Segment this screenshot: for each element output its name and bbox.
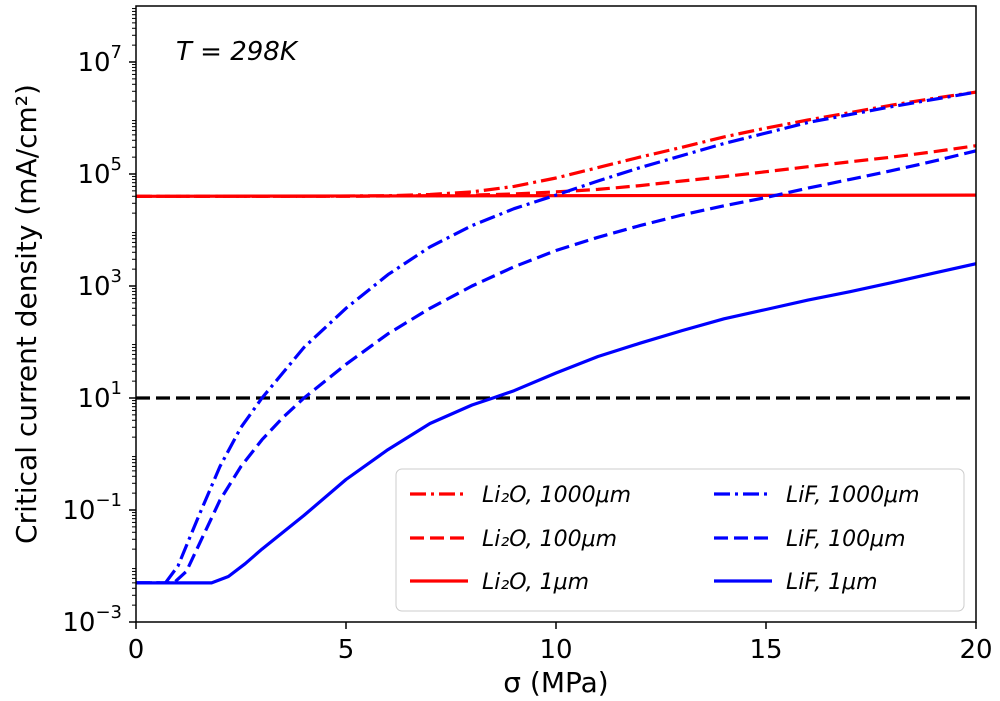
series-line-5: [136, 149, 976, 585]
x-tick-label: 20: [959, 635, 992, 665]
plot-area: [136, 90, 976, 585]
series-line-2: [136, 144, 976, 198]
series-line-1: [136, 90, 976, 198]
legend-label: Li₂O, 1μm: [482, 570, 589, 595]
x-tick-label: 10: [539, 635, 572, 665]
axes: 0 5 10 15 20 10−3 10−1 101 103 105 107: [62, 8, 993, 665]
legend-box: [395, 468, 965, 612]
y-tick-label: 10−1: [62, 490, 122, 526]
legend-label: Li₂O, 100μm: [482, 527, 617, 552]
series-line-4: [136, 90, 976, 585]
y-tick-label: 107: [77, 42, 122, 78]
legend-label: LiF, 100μm: [786, 527, 906, 552]
y-tick-label: 101: [77, 378, 122, 414]
x-tick-label: 5: [338, 635, 355, 665]
x-tick-label: 15: [749, 635, 782, 665]
annotation: T = 298K: [176, 37, 299, 67]
legend-label: LiF, 1μm: [786, 570, 878, 595]
series-group: [136, 90, 976, 585]
y-tick-label: 105: [77, 154, 122, 190]
y-axis-label: Critical current density (mA/cm²): [10, 84, 43, 544]
legend-label: LiF, 1000μm: [786, 483, 920, 508]
x-axis-label: σ (MPa): [503, 666, 608, 699]
y-tick-label: 10−3: [62, 602, 122, 638]
series-line-6: [136, 262, 976, 585]
x-tick-label: 0: [128, 635, 145, 665]
y-tick-label: 103: [77, 266, 122, 302]
legend: Li₂O, 1000μm Li₂O, 100μm Li₂O, 1μm LiF, 100…: [395, 468, 965, 612]
legend-label: Li₂O, 1000μm: [482, 483, 631, 508]
